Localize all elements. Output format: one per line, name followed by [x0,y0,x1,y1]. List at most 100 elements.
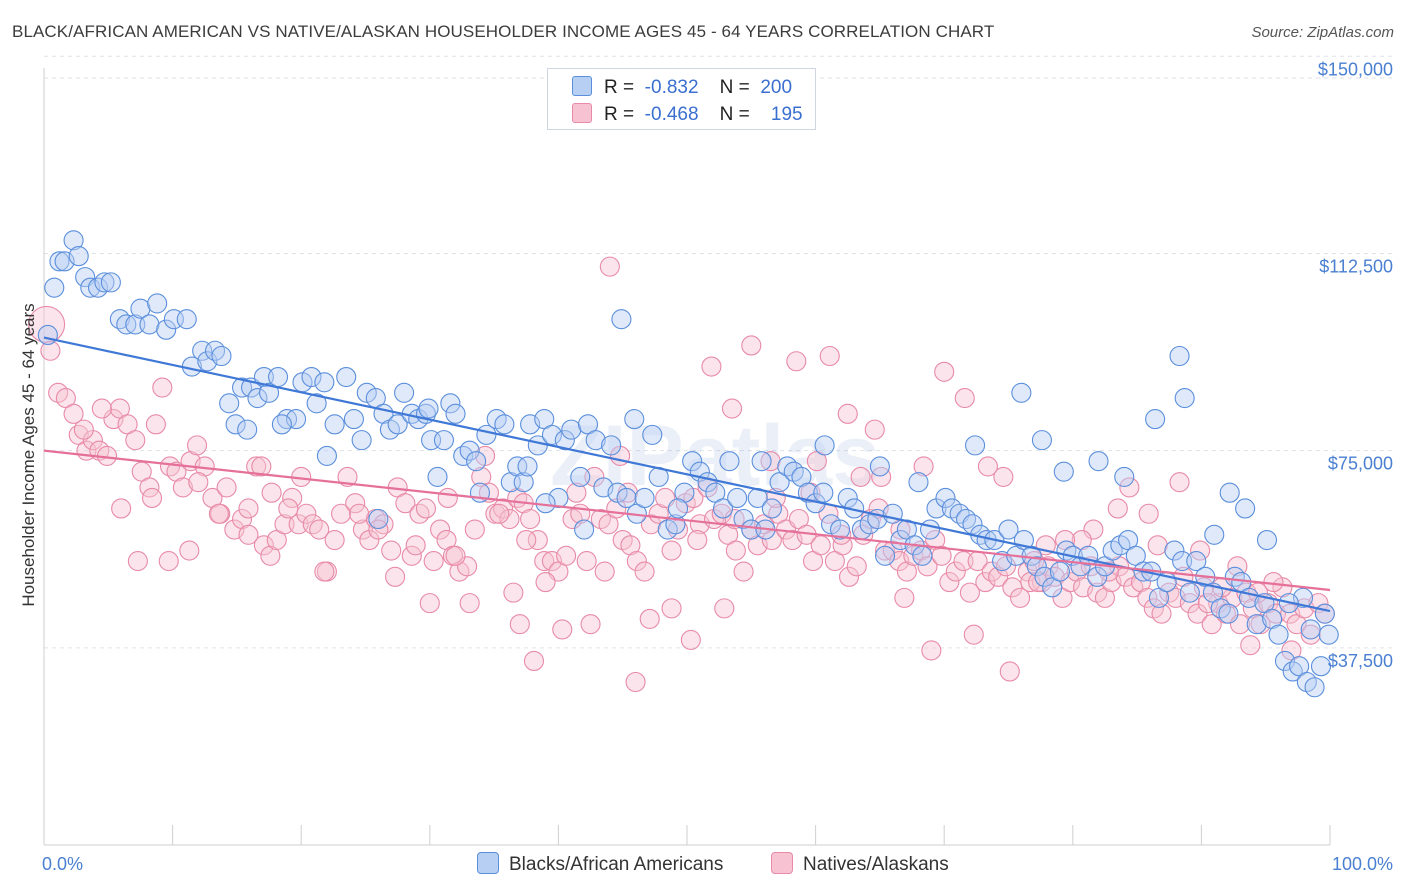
blacks-point [44,277,65,298]
natives-point [152,377,173,398]
blacks-point [125,314,146,335]
natives-point [401,545,422,566]
blacks-point [306,393,327,414]
natives-point [314,561,335,582]
blacks-point [139,314,160,335]
blacks-point [314,372,335,393]
natives-point [437,487,458,509]
legend-label: Natives/Alaskans [803,854,949,875]
natives-point [274,514,295,535]
blacks-point [912,545,933,566]
natives-point [975,572,996,593]
blacks-point [1235,498,1256,519]
blacks-point [271,414,292,435]
blacks-point [797,482,818,503]
natives-point [251,456,272,477]
natives-point [714,598,735,619]
chart-source: Source: ZipAtlas.com [1251,24,1394,41]
blacks-point [611,309,632,330]
natives-point [288,514,309,535]
natives-point [145,414,166,435]
natives-point [894,587,915,608]
natives-point [499,508,520,530]
natives-point [837,403,858,424]
n-label: N = [719,77,750,98]
x-tick-label-max: 100.0% [1332,854,1393,874]
blacks-point [814,435,835,456]
y-tick-label: $37,500 [1328,651,1393,671]
natives-point [523,650,545,672]
natives-point [846,556,867,577]
natives-point [331,503,352,524]
natives-point [459,593,480,614]
natives-point [141,487,163,509]
natives-point [63,403,84,424]
blacks-point [1011,382,1032,403]
blacks-point [712,498,734,519]
blacks-point [1304,677,1325,698]
natives-point [253,535,274,556]
natives-point [786,351,807,372]
natives-point [324,529,345,551]
blacks-point [147,293,168,314]
natives-point [534,551,555,572]
blacks-point [219,393,240,414]
blacks-point [459,440,480,461]
blacks-point [63,230,84,251]
blacks-point [440,393,461,414]
blacks-point [813,482,834,503]
natives-point [395,493,416,514]
natives-point [520,508,541,530]
natives-point [1169,472,1190,493]
blacks-point [368,508,389,530]
natives-point [934,361,955,382]
natives-point [125,430,146,451]
blacks-point [258,382,280,403]
natives-point [640,514,662,535]
natives-point [111,498,132,519]
blacks-point [1300,619,1321,640]
blacks-point [204,340,226,361]
blacks-point [1318,624,1339,645]
blacks-point [1031,430,1052,451]
natives-point [188,472,209,493]
natives-point [1197,593,1218,614]
blacks-point [616,487,637,509]
r-value: -0.832 [644,77,699,98]
blacks-point [324,414,345,435]
r-value: -0.468 [644,104,699,125]
natives-point [661,598,682,619]
natives-point [953,551,974,572]
blacks-point [453,445,474,466]
blacks-point [585,430,606,451]
blacks-point [427,466,448,487]
blacks-point [109,309,130,330]
blacks-point [642,424,663,445]
blacks-point [1179,582,1200,603]
blacks-point [1314,603,1335,624]
r-label: R = [604,104,635,125]
natives-point [91,398,112,419]
blacks-point [965,435,986,456]
blacks-point [962,514,983,535]
natives-point [302,514,323,535]
blacks-point [1186,551,1207,572]
natives-point [871,466,892,487]
natives-point [1240,635,1261,656]
natives-point [661,540,682,561]
n-value: 200 [760,77,793,98]
natives-point [963,624,984,645]
natives-point [625,671,646,693]
blacks-trend-line [43,336,1331,613]
blacks-point [1282,661,1303,682]
pink-swatch-icon [771,852,793,874]
blacks-point [541,424,563,445]
blacks-point [466,451,487,472]
natives-point [261,482,282,503]
blacks-point [1256,529,1278,551]
natives-point [368,519,389,540]
legend-row-natives: R = -0.468 N = 195 [572,103,803,125]
blacks-point [1174,388,1195,409]
blacks-point [156,319,177,340]
blacks-point [761,498,782,519]
